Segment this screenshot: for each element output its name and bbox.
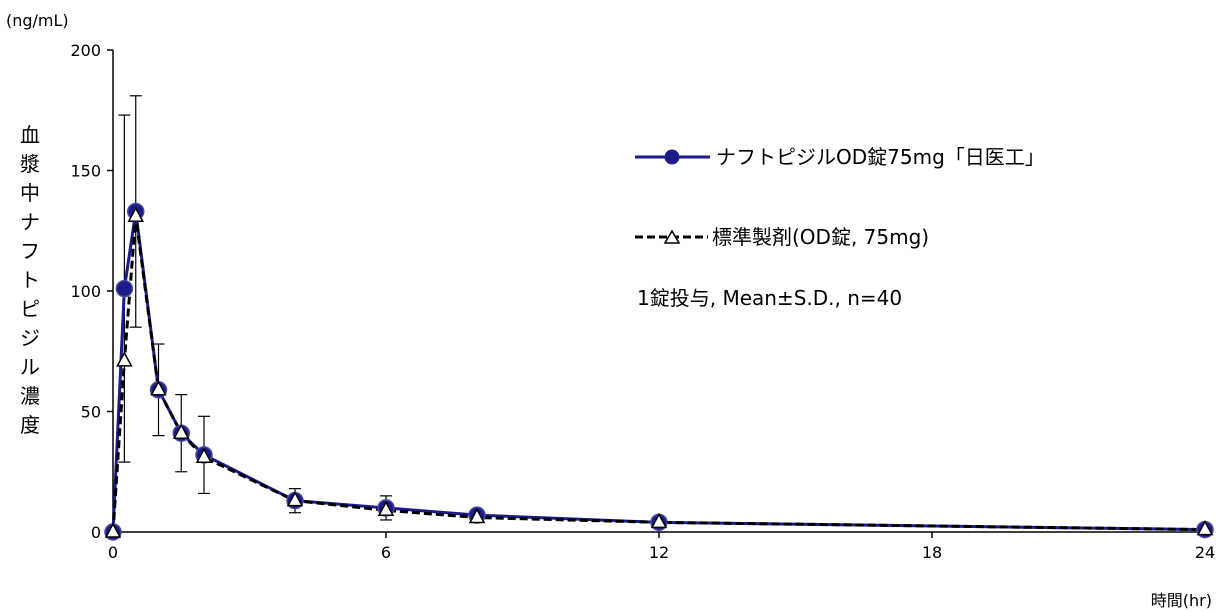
legend-marker-circle — [664, 149, 680, 165]
data-point-series-2 — [468, 507, 486, 524]
data-point-series-2 — [286, 491, 304, 507]
data-point-series-2 — [127, 206, 145, 223]
y-axis-label-char: ピ — [20, 297, 40, 321]
y-axis-label-char: 濃 — [20, 384, 40, 408]
y-axis-label-char: ジ — [20, 326, 40, 350]
data-point-series-2 — [172, 423, 190, 439]
data-point-series-2 — [150, 380, 167, 396]
y-axis-label-char: 漿 — [20, 152, 40, 176]
error-bars — [118, 95, 1211, 532]
data-point-series-2 — [195, 447, 213, 464]
series-lines — [111, 209, 1206, 533]
x-tick-label: 6 — [381, 543, 391, 562]
y-axis-label-char: ル — [20, 355, 40, 379]
y-tick-label: 100 — [70, 282, 101, 301]
x-tick-label: 18 — [922, 543, 942, 562]
data-point-series-2 — [650, 512, 668, 529]
series-markers — [104, 202, 1214, 541]
data-point-series-2 — [1196, 520, 1214, 536]
legend-label-series-2: 標準製剤(OD錠, 75mg) — [712, 225, 929, 249]
data-point-series-2 — [116, 351, 133, 367]
y-tick-label: 150 — [70, 162, 101, 181]
series-line-2 — [111, 214, 1206, 533]
y-axis-label-char: ナ — [20, 210, 40, 234]
legend-entry-series-1: ナフトピジルOD錠75mg「日医工」 — [635, 145, 1045, 169]
annotation-note: 1錠投与, Mean±S.D., n=40 — [637, 286, 902, 310]
y-tick-label: 200 — [70, 41, 101, 60]
y-unit-label: (ng/mL) — [6, 11, 69, 30]
y-axis-label-char: 血 — [20, 123, 40, 147]
x-tick-label: 0 — [108, 543, 118, 562]
x-axis-label: 時間(hr) — [1151, 591, 1212, 610]
x-tick-label: 24 — [1195, 543, 1215, 562]
y-axis-label-char: 度 — [20, 413, 40, 437]
legend-label-series-1: ナフトピジルOD錠75mg「日医工」 — [716, 145, 1045, 169]
data-point-series-2 — [377, 500, 395, 517]
y-axis-label-char: ト — [20, 268, 40, 292]
y-axis-label-char: 中 — [20, 181, 40, 205]
x-tick-label: 12 — [649, 543, 669, 562]
data-point-series-2 — [104, 522, 122, 538]
y-ticks: 0 50 100 150 200 — [70, 41, 113, 542]
legend-entry-series-2: 標準製剤(OD錠, 75mg) — [635, 225, 929, 249]
x-ticks: 0 6 12 18 24 — [108, 532, 1215, 562]
legend: ナフトピジルOD錠75mg「日医工」 標準製剤(OD錠, 75mg) 1錠投与,… — [635, 145, 1045, 310]
y-tick-label: 50 — [81, 403, 101, 422]
data-point-series-1 — [115, 279, 134, 298]
y-axis-label-char: フ — [20, 239, 40, 263]
y-tick-label: 0 — [91, 523, 101, 542]
legend-marker-triangle — [663, 229, 681, 244]
series-line-1 — [111, 209, 1206, 533]
